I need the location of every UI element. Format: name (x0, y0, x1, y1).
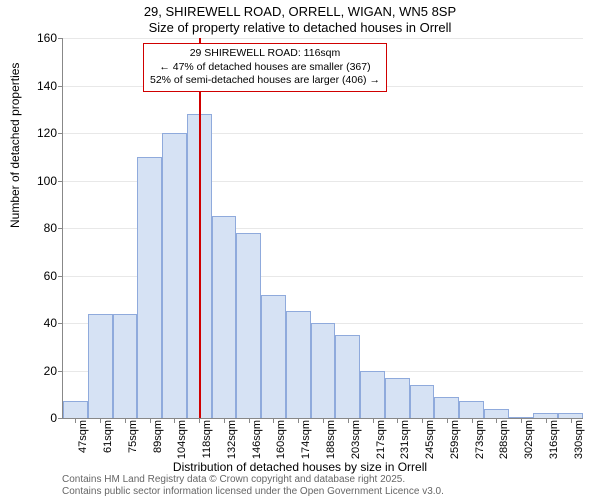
xtick-mark (546, 418, 547, 423)
histogram-bar (212, 216, 237, 418)
histogram-bar (434, 397, 459, 418)
ytick-mark (58, 276, 63, 277)
xtick-mark (422, 418, 423, 423)
ytick-mark (58, 86, 63, 87)
histogram-bar (410, 385, 435, 418)
ytick-label: 140 (17, 79, 57, 93)
xtick-mark (323, 418, 324, 423)
xtick-mark (100, 418, 101, 423)
xtick-mark (348, 418, 349, 423)
plot-region: 02040608010012014016047sqm61sqm75sqm89sq… (62, 38, 583, 419)
histogram-bar (162, 133, 187, 418)
annotation-box: 29 SHIREWELL ROAD: 116sqm← 47% of detach… (143, 43, 387, 92)
histogram-bar (311, 323, 336, 418)
histogram-bar (261, 295, 286, 419)
ytick-mark (58, 38, 63, 39)
ytick-label: 0 (17, 411, 57, 425)
ytick-label: 100 (17, 174, 57, 188)
xtick-mark (571, 418, 572, 423)
xtick-mark (472, 418, 473, 423)
histogram-bar (459, 401, 484, 418)
gridline (63, 38, 583, 39)
ytick-label: 120 (17, 126, 57, 140)
histogram-bar (236, 233, 261, 418)
footer-attribution: Contains HM Land Registry data © Crown c… (62, 474, 444, 498)
footer-line1: Contains HM Land Registry data © Crown c… (62, 474, 444, 486)
histogram-bar (88, 314, 113, 419)
ytick-label: 160 (17, 31, 57, 45)
histogram-bar (335, 335, 360, 418)
ytick-mark (58, 418, 63, 419)
ytick-label: 80 (17, 221, 57, 235)
histogram-bar (63, 401, 88, 418)
annotation-line: 52% of semi-detached houses are larger (… (150, 74, 380, 88)
ytick-mark (58, 181, 63, 182)
xtick-mark (150, 418, 151, 423)
ytick-mark (58, 323, 63, 324)
ytick-mark (58, 133, 63, 134)
xtick-mark (125, 418, 126, 423)
ytick-mark (58, 228, 63, 229)
histogram-bar (484, 409, 509, 419)
xtick-mark (249, 418, 250, 423)
gridline (63, 133, 583, 134)
xtick-mark (224, 418, 225, 423)
chart-container: 29, SHIREWELL ROAD, ORRELL, WIGAN, WN5 8… (0, 0, 600, 500)
chart-title-line1: 29, SHIREWELL ROAD, ORRELL, WIGAN, WN5 8… (0, 4, 600, 19)
xtick-mark (521, 418, 522, 423)
histogram-bar (286, 311, 311, 418)
ytick-label: 40 (17, 316, 57, 330)
reference-line (199, 38, 201, 418)
xtick-mark (447, 418, 448, 423)
x-axis-label: Distribution of detached houses by size … (0, 460, 600, 474)
histogram-bar (137, 157, 162, 418)
ytick-label: 20 (17, 364, 57, 378)
ytick-label: 60 (17, 269, 57, 283)
histogram-bar (360, 371, 385, 419)
annotation-line: 29 SHIREWELL ROAD: 116sqm (150, 47, 380, 61)
histogram-bar (385, 378, 410, 418)
ytick-mark (58, 371, 63, 372)
xtick-mark (373, 418, 374, 423)
annotation-line: ← 47% of detached houses are smaller (36… (150, 61, 380, 75)
chart-title-line2: Size of property relative to detached ho… (0, 20, 600, 35)
footer-line2: Contains public sector information licen… (62, 486, 444, 498)
chart-plot-area: 02040608010012014016047sqm61sqm75sqm89sq… (62, 38, 582, 418)
histogram-bar (113, 314, 138, 419)
